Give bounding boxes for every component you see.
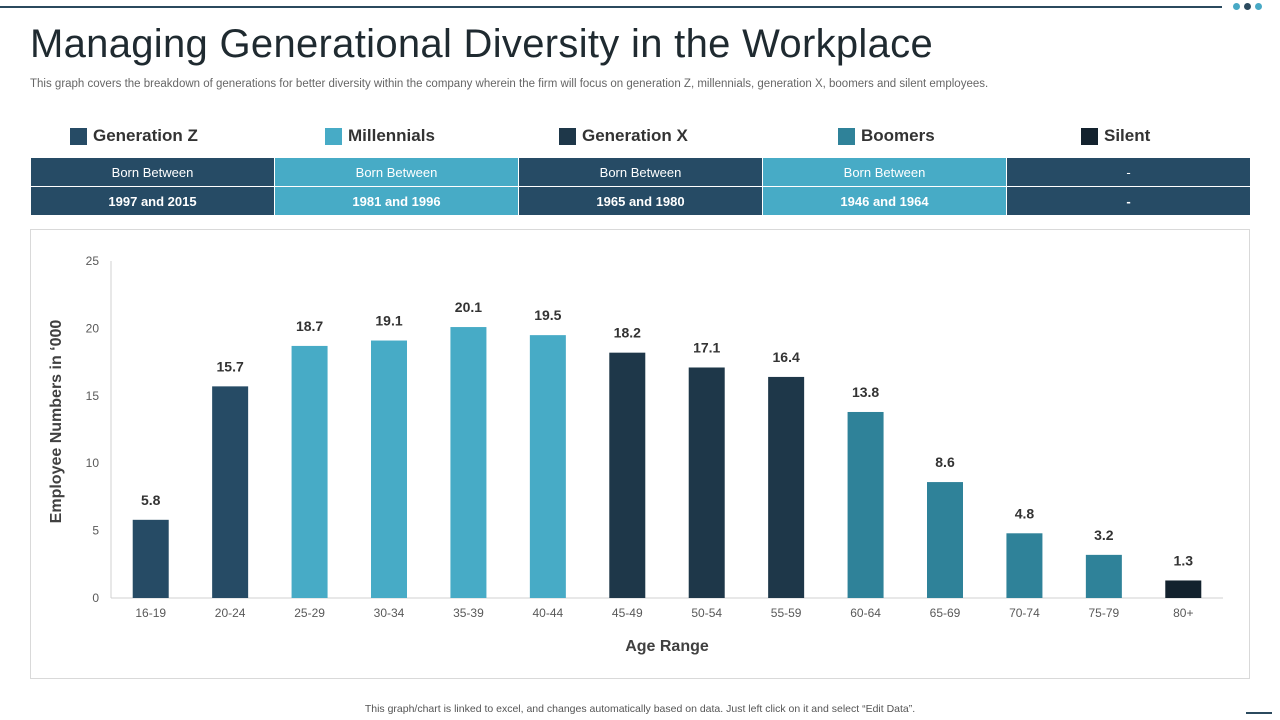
x-tick-label: 25-29 (294, 606, 325, 620)
data-label: 19.5 (534, 307, 561, 323)
x-axis-title: Age Range (625, 638, 709, 655)
bar (291, 345, 328, 598)
bar (688, 367, 725, 598)
bar (609, 352, 646, 598)
table-cell-range: 1946 and 1964 (762, 186, 1007, 216)
data-label: 4.8 (1015, 505, 1035, 521)
x-tick-label: 40-44 (533, 606, 564, 620)
data-label: 19.1 (375, 313, 402, 329)
table-cell-header: - (1006, 157, 1251, 187)
data-label: 17.1 (693, 339, 720, 355)
bar (212, 386, 249, 598)
table-cell-range: 1981 and 1996 (274, 186, 519, 216)
legend-item-generation-x: Generation X (559, 126, 688, 146)
data-label: 16.4 (773, 349, 800, 365)
bar (529, 335, 566, 598)
x-tick-label: 65-69 (930, 606, 961, 620)
legend-swatch (838, 127, 855, 145)
legend-label: Boomers (861, 126, 935, 145)
table-cell-header: Born Between (762, 157, 1007, 187)
legend-label: Generation X (582, 126, 688, 145)
x-tick-label: 16-19 (135, 606, 166, 620)
x-tick-label: 80+ (1173, 606, 1193, 620)
footer-note: This graph/chart is linked to excel, and… (364, 703, 916, 715)
y-tick-label: 25 (86, 254, 100, 268)
x-tick-label: 30-34 (374, 606, 405, 620)
table-cell-header: Born Between (274, 157, 519, 187)
legend-item-boomers: Boomers (838, 126, 935, 146)
y-axis-title: Employee Numbers in ‘000 (48, 320, 65, 524)
x-tick-label: 60-64 (850, 606, 881, 620)
data-label: 5.8 (141, 492, 161, 508)
bar (1006, 533, 1043, 598)
legend-swatch (1081, 127, 1098, 145)
table-row: Born Between Born Between Born Between B… (30, 157, 1251, 187)
dot-icon (1255, 3, 1262, 10)
x-tick-label: 20-24 (215, 606, 246, 620)
y-tick-label: 5 (92, 524, 99, 538)
data-label: 15.7 (217, 358, 244, 374)
dot-icon (1244, 3, 1251, 10)
legend-swatch (559, 127, 576, 145)
table-cell-range: 1997 and 2015 (30, 186, 275, 216)
bar (927, 482, 963, 598)
bar (450, 327, 487, 598)
table-cell-header: Born Between (30, 157, 275, 187)
dot-icon (1233, 3, 1240, 10)
data-label: 3.2 (1094, 527, 1114, 543)
top-rule (0, 6, 1222, 8)
y-tick-label: 20 (86, 321, 100, 335)
legend-swatch (70, 127, 87, 145)
x-tick-label: 70-74 (1009, 606, 1040, 620)
y-tick-label: 15 (86, 389, 100, 403)
bar-chart: 0 5 10 15 20 25 5.8 16-19 15.7 20-24 18.7 25-29 19.1… (48, 254, 1223, 655)
table-cell-range: - (1006, 186, 1251, 216)
generations-table: Born Between Born Between Born Between B… (30, 157, 1251, 216)
legend-item-generation-z: Generation Z (70, 126, 198, 146)
table-cell-range: 1965 and 1980 (518, 186, 763, 216)
y-tick-label: 10 (86, 456, 100, 470)
y-tick-label: 0 (92, 591, 99, 605)
legend-item-silent: Silent (1081, 126, 1150, 146)
x-tick-label: 50-54 (691, 606, 722, 620)
legend: Generation Z Millennials Generation X Bo… (30, 126, 1251, 148)
table-cell-header: Born Between (518, 157, 763, 187)
legend-label: Generation Z (93, 126, 198, 145)
x-tick-label: 55-59 (771, 606, 802, 620)
bar (1085, 554, 1122, 598)
data-label: 20.1 (455, 299, 482, 315)
decorative-dots (1233, 3, 1262, 10)
legend-label: Millennials (348, 126, 435, 145)
table-row: 1997 and 2015 1981 and 1996 1965 and 198… (30, 186, 1251, 216)
bar (1165, 580, 1202, 598)
data-label: 1.3 (1174, 552, 1194, 568)
bar (847, 411, 884, 598)
data-label: 18.7 (296, 318, 323, 334)
bar (132, 519, 169, 598)
x-tick-label: 35-39 (453, 606, 484, 620)
x-tick-label: 75-79 (1089, 606, 1120, 620)
legend-swatch (325, 127, 342, 145)
legend-item-millennials: Millennials (325, 126, 435, 146)
bottom-rule (1246, 712, 1272, 714)
chart-container: 0 5 10 15 20 25 5.8 16-19 15.7 20-24 18.7 25-29 19.1… (30, 229, 1250, 679)
data-label: 18.2 (614, 325, 641, 341)
page-title: Managing Generational Diversity in the W… (30, 22, 933, 66)
bar (371, 340, 407, 598)
x-tick-label: 45-49 (612, 606, 643, 620)
data-label: 13.8 (852, 384, 879, 400)
page-subtitle: This graph covers the breakdown of gener… (30, 78, 989, 90)
data-label: 8.6 (935, 454, 955, 470)
bar (768, 376, 805, 598)
legend-label: Silent (1104, 126, 1151, 145)
